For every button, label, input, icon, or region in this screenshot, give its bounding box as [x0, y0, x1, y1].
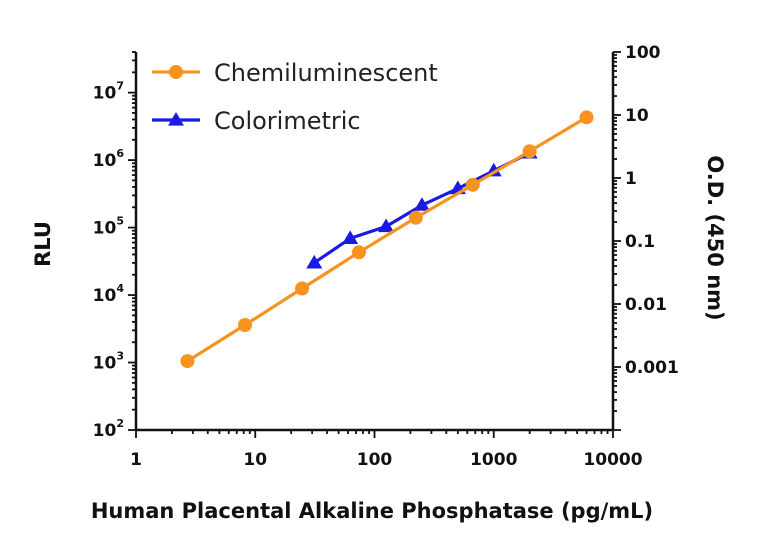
legend-label: Colorimetric — [214, 107, 361, 135]
legend-label: Chemiluminescent — [214, 59, 438, 87]
y2-tick-label: 0.01 — [625, 295, 667, 315]
x-tick-label: 100 — [357, 450, 393, 470]
data-point — [465, 177, 480, 192]
tick-labels: 1 10 100 1000 10000 102 103 104 105 106 107 0.001 0.… — [93, 43, 679, 470]
y-tick-label: 106 — [93, 147, 125, 171]
data-point — [237, 317, 252, 332]
legend-entry: Colorimetric — [152, 107, 361, 135]
y-tick-label: 107 — [93, 80, 124, 104]
tick-marks — [128, 51, 621, 438]
y-axis-title: RLU — [31, 221, 55, 267]
legend-entry: Chemiluminescent — [152, 59, 438, 87]
x-tick-label: 10 — [243, 450, 267, 470]
series-colorimetric — [306, 144, 538, 269]
data-point — [351, 245, 366, 260]
data-point — [342, 230, 359, 244]
data-point — [306, 254, 323, 269]
data-point — [522, 144, 537, 159]
y-tick-label: 102 — [93, 417, 124, 441]
y2-tick-label: 0.1 — [625, 232, 655, 252]
data-point — [579, 110, 594, 125]
data-point — [378, 218, 395, 233]
y-tick-label: 103 — [93, 350, 124, 374]
x-axis-title: Human Placental Alkaline Phosphatase (pg… — [91, 499, 653, 523]
y2-tick-label: 0.001 — [625, 358, 679, 378]
legend-marker — [169, 65, 183, 79]
data-point — [180, 354, 195, 369]
legend-marker — [168, 112, 184, 126]
x-tick-label: 1000 — [470, 450, 517, 470]
series-layer — [180, 110, 594, 369]
series-line-chemiluminescent — [186, 115, 588, 363]
y2-tick-label: 100 — [625, 43, 661, 63]
y2-tick-label: 1 — [625, 169, 637, 189]
x-tick-label: 1 — [130, 450, 142, 470]
series-chemiluminescent — [180, 110, 594, 369]
y2-tick-label: 10 — [625, 106, 649, 126]
data-point — [295, 281, 310, 296]
x-tick-label: 10000 — [583, 450, 642, 470]
y-tick-label: 105 — [93, 215, 124, 239]
data-point — [408, 210, 423, 225]
y-tick-label: 104 — [93, 282, 125, 306]
data-point — [413, 197, 430, 211]
legend: Chemiluminescent Colorimetric — [152, 59, 438, 135]
y2-axis-title: O.D. (450 nm) — [703, 155, 727, 320]
